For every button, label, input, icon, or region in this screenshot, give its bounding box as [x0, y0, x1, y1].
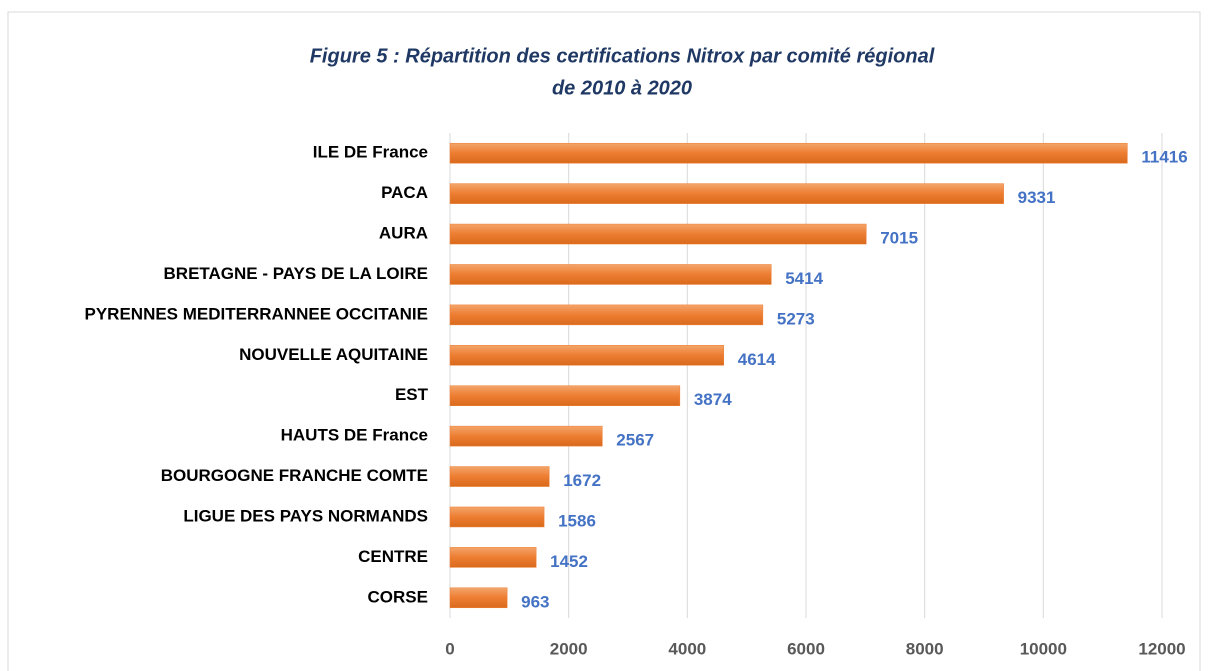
- data-label: 963: [521, 592, 549, 611]
- data-label: 9331: [1018, 188, 1056, 207]
- y-tick-label: CORSE: [368, 587, 428, 606]
- chart-title: Figure 5 : Répartition des certification…: [310, 45, 935, 67]
- chart-frame: [7, 11, 1201, 671]
- y-tick-label: HAUTS DE France: [281, 426, 428, 445]
- data-label: 5273: [777, 309, 815, 328]
- chart-title: de 2010 à 2020: [552, 77, 692, 99]
- bar: [449, 304, 764, 326]
- x-tick-label: 8000: [906, 639, 944, 658]
- data-label: 7015: [880, 229, 918, 248]
- y-tick-label: PACA: [381, 183, 428, 202]
- data-label: 1586: [558, 511, 596, 530]
- bar: [449, 264, 772, 285]
- y-tick-label: NOUVELLE AQUITAINE: [239, 345, 428, 364]
- y-tick-label: ILE DE France: [313, 143, 428, 162]
- data-label: 4614: [738, 350, 776, 369]
- data-label: 1452: [550, 552, 588, 571]
- y-tick-label: BOURGOGNE FRANCHE COMTE: [161, 466, 428, 485]
- x-tick-label: 2000: [550, 639, 588, 658]
- x-tick-label: 6000: [787, 639, 825, 658]
- bar: [449, 142, 1128, 164]
- bar: [449, 425, 603, 447]
- y-tick-label: EST: [395, 385, 429, 404]
- data-label: 11416: [1141, 148, 1187, 167]
- y-tick-label: AURA: [379, 224, 428, 243]
- y-tick-label: LIGUE DES PAYS NORMANDS: [183, 506, 428, 525]
- bar: [449, 345, 725, 366]
- x-tick-label: 12000: [1138, 639, 1185, 658]
- x-tick-label: 4000: [668, 639, 706, 658]
- data-label: 1672: [563, 471, 601, 490]
- data-label: 5414: [785, 269, 823, 288]
- bar: [449, 466, 550, 487]
- data-label: 2567: [616, 431, 654, 450]
- y-tick-label: BRETAGNE - PAYS DE LA LOIRE: [164, 264, 428, 283]
- bar: [449, 223, 867, 245]
- bar: [449, 506, 545, 528]
- y-tick-label: CENTRE: [358, 547, 428, 566]
- bar: [449, 385, 681, 406]
- bar: [449, 587, 508, 609]
- bar: [449, 547, 537, 568]
- y-tick-label: PYRENNES MEDITERRANNEE OCCITANIE: [85, 304, 429, 323]
- x-tick-label: 0: [445, 639, 454, 658]
- bar: [449, 183, 1004, 204]
- data-label: 3874: [694, 390, 732, 409]
- x-tick-label: 10000: [1020, 639, 1067, 658]
